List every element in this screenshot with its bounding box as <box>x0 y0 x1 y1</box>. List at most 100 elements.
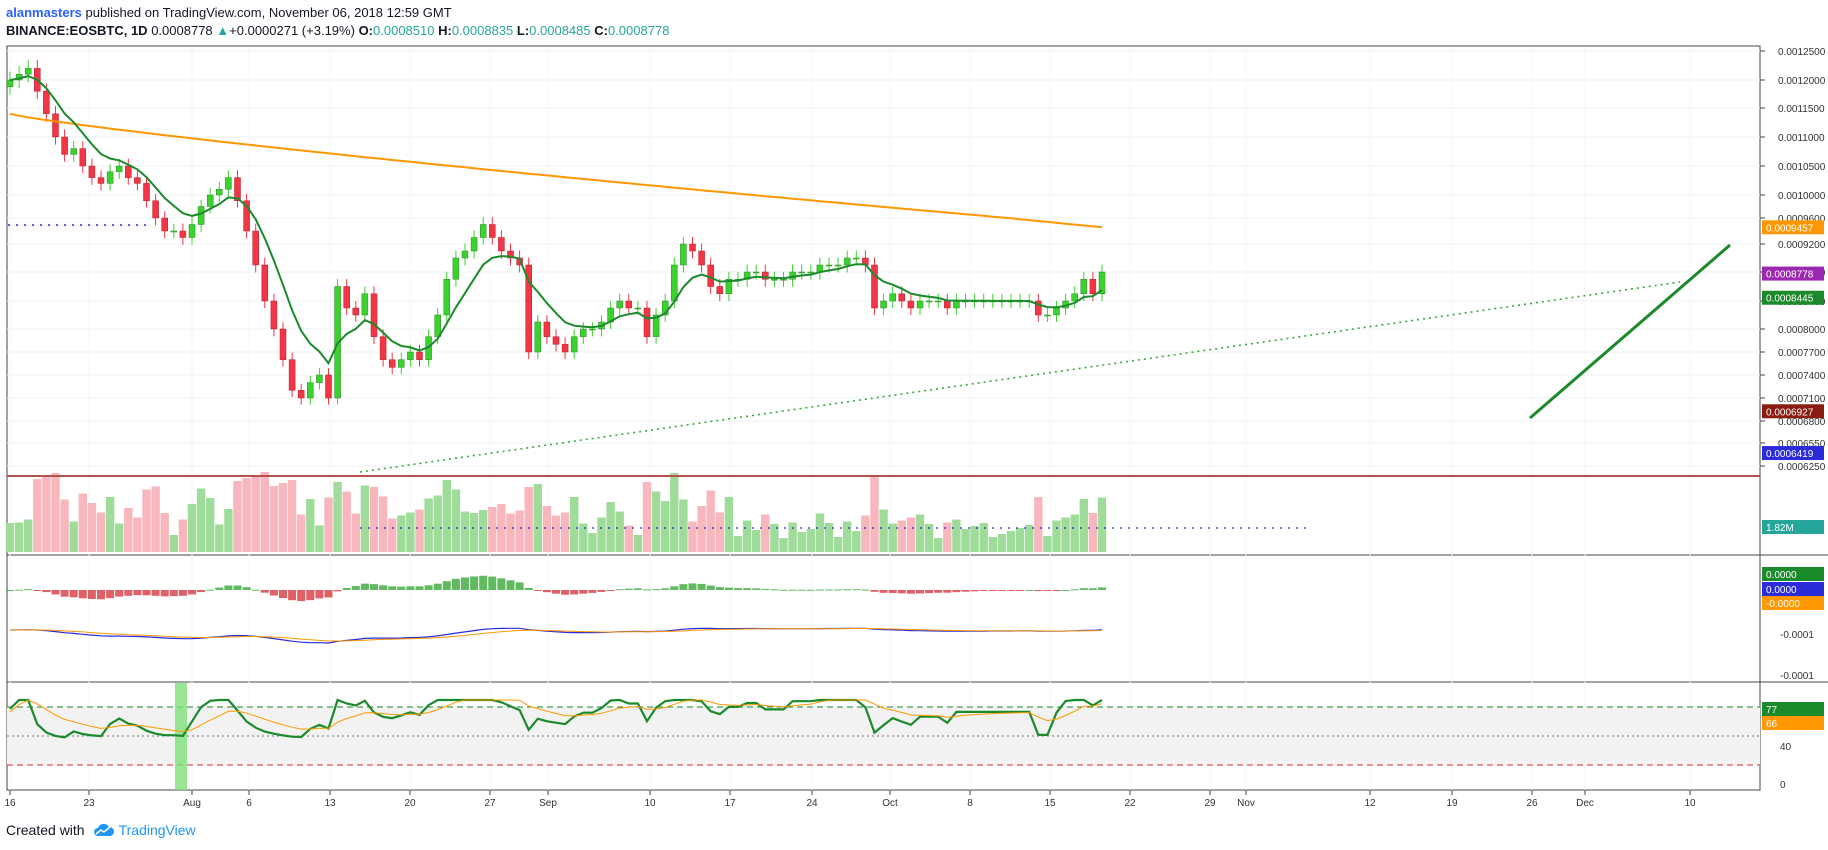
volume-bar <box>297 514 306 552</box>
volume-bar <box>169 535 178 552</box>
y-tick-label: 0.0010000 <box>1778 191 1826 202</box>
volume-bar <box>397 515 406 552</box>
volume-bar <box>242 478 251 552</box>
x-tick-label: Nov <box>1237 798 1255 809</box>
macd-hist-bar <box>906 590 915 594</box>
macd-hist-bar <box>51 590 60 595</box>
candle <box>152 200 159 219</box>
volume-bar <box>579 523 588 552</box>
tradingview-logo[interactable]: TradingView <box>93 822 196 838</box>
macd-hist-bar <box>342 587 351 590</box>
macd-hist-bar <box>1098 587 1106 590</box>
macd-hist-bar <box>33 590 42 591</box>
macd-hist-bar <box>697 583 706 590</box>
author-name[interactable]: alanmasters <box>6 5 82 20</box>
macd-hist-bar <box>197 590 206 593</box>
candle <box>552 336 560 345</box>
volume-bar <box>1070 514 1079 552</box>
last-price: 0.0008778 <box>151 23 213 38</box>
volume-bar <box>196 488 206 552</box>
candle <box>316 374 323 383</box>
macd-hist-bar <box>297 590 306 602</box>
price-label-bg <box>1762 404 1824 419</box>
macd-hist-bar <box>797 589 806 591</box>
candle <box>1035 300 1042 316</box>
volume-bar <box>542 506 552 552</box>
volume-bar <box>515 510 524 552</box>
volume-bar <box>251 475 260 552</box>
tradingview-cloud-icon <box>93 823 114 836</box>
volume-bar <box>42 476 51 552</box>
candle <box>461 250 469 259</box>
macd-hist-bar <box>1061 589 1070 591</box>
macd-hist-bar <box>279 590 287 599</box>
volume-bar <box>697 506 706 552</box>
close-value: 0.0008778 <box>607 23 670 38</box>
y-tick-label: 0.0011500 <box>1778 104 1825 115</box>
macd-hist-bar <box>943 590 952 593</box>
candle <box>589 328 596 331</box>
macd-hist-bar <box>970 590 979 592</box>
macd-hist-bar <box>351 585 360 590</box>
candle <box>6 79 14 87</box>
chart-canvas[interactable]: 0.0012500 0.0012000 0.0011500 0.0011000 0.00… <box>0 0 1828 812</box>
x-tick-label: 10 <box>644 798 656 809</box>
volume-bar <box>688 521 697 552</box>
volume-bar <box>733 536 743 552</box>
volume-bar <box>187 504 197 552</box>
volume-bar <box>460 511 470 552</box>
symbol-label[interactable]: BINANCE:EOSBTC, 1D <box>6 23 148 38</box>
macd-hist-bar <box>861 589 870 591</box>
volume-bar <box>51 473 60 552</box>
candle <box>580 328 587 337</box>
volume-bar <box>287 480 297 552</box>
candle <box>934 300 942 303</box>
x-tick-label: 22 <box>1124 798 1136 809</box>
volume-bar <box>788 522 797 552</box>
macd-hist-bar <box>879 590 888 593</box>
volume-bar <box>224 509 233 552</box>
candle <box>871 264 878 309</box>
macd-label-bg <box>1762 596 1824 610</box>
volume-bar <box>105 497 115 552</box>
x-tick-label: 26 <box>1526 798 1538 809</box>
candle <box>270 300 278 330</box>
macd-hist-bar <box>106 590 115 599</box>
candle <box>179 230 187 238</box>
volume-bar <box>524 487 533 552</box>
rsi-label: 66 <box>1766 719 1778 730</box>
volume-bar <box>560 512 570 552</box>
candle <box>525 264 532 353</box>
volume-bar <box>815 513 825 552</box>
projection-line <box>1529 243 1731 420</box>
chart-frame <box>6 45 1761 791</box>
candle <box>243 200 250 232</box>
price-label: 0.0006419 <box>1766 449 1814 460</box>
volume-bar <box>706 490 715 552</box>
candle <box>297 390 305 399</box>
brand-label[interactable]: TradingView <box>118 822 196 838</box>
volume-bar <box>679 499 688 552</box>
volume-label: 1.82M <box>1766 523 1794 534</box>
volume-bar <box>897 520 906 552</box>
candle <box>279 328 287 360</box>
x-tick-label: 17 <box>724 798 736 809</box>
macd-hist-bar <box>561 590 570 595</box>
macd-hist-bar <box>1043 590 1052 591</box>
volume-bar <box>5 523 15 552</box>
macd-hist-bar <box>24 589 33 591</box>
candle <box>343 286 350 309</box>
ohlc-line: BINANCE:EOSBTC, 1D 0.0008778 ▲+0.0000271… <box>6 22 669 40</box>
high-value: 0.0008835 <box>451 23 514 38</box>
macd-histogram <box>6 575 1106 602</box>
time-axis[interactable]: 16 23 Aug 6 13 20 27 Sep 10 17 24 Oct 8 15 22 29 Nov 12 19… <box>4 790 1696 809</box>
candle <box>352 307 360 316</box>
candle <box>616 300 623 309</box>
macd-hist-bar <box>160 590 169 597</box>
macd-hist-bar <box>233 585 242 590</box>
candle <box>234 177 241 202</box>
macd-hist-bar <box>852 589 861 591</box>
volume-bar <box>160 513 169 552</box>
price-axis[interactable]: 0.0012500 0.0012000 0.0011500 0.0011000 0.00… <box>1760 47 1826 791</box>
candle <box>625 300 633 309</box>
